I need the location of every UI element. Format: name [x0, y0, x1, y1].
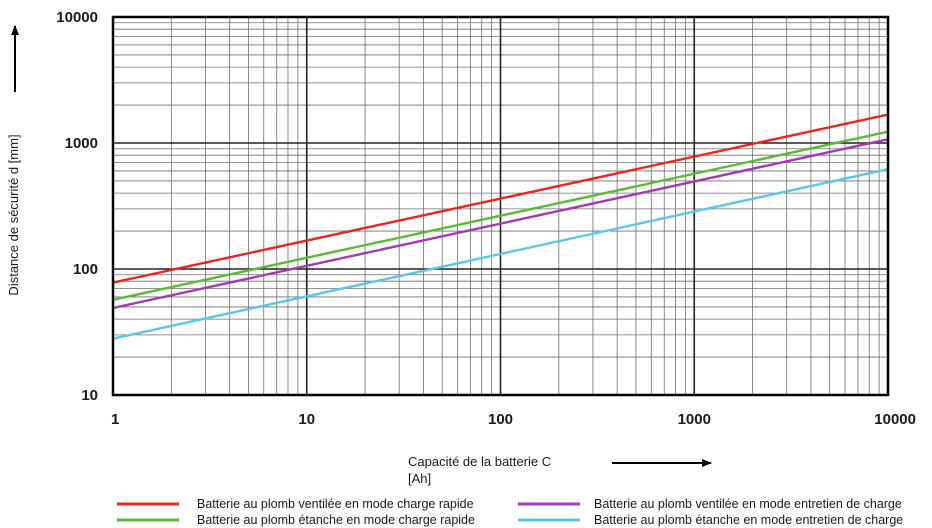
series-line: [112, 130, 889, 301]
series-line: [112, 168, 889, 340]
plot-frame: [111, 15, 890, 397]
legend-label: Batterie au plomb étanche en mode entret…: [594, 513, 903, 527]
x-axis-label-line2: [Ah]: [408, 471, 431, 486]
y-tick-label: 1000: [65, 135, 98, 152]
legend: Batterie au plomb ventilée en mode charg…: [117, 497, 903, 527]
x-tick-label: 10000: [874, 411, 916, 428]
x-tick-labels: 1 10 100 1000 10000: [111, 411, 916, 428]
y-tick-labels: 10 100 1000 10000: [56, 9, 98, 404]
series-line: [112, 113, 889, 284]
x-tick-label: 1: [111, 411, 119, 428]
x-tick-label: 100: [488, 411, 513, 428]
legend-label: Batterie au plomb ventilée en mode charg…: [197, 497, 474, 511]
x-axis-label-line1: Capacité de la batterie C: [408, 454, 551, 469]
y-axis-label: Distance de sécurité d [mm]: [6, 134, 21, 295]
legend-label: Batterie au plomb ventilée en mode entre…: [594, 497, 902, 511]
series-lines: [112, 113, 889, 340]
y-tick-label: 10: [81, 387, 98, 404]
series-line: [112, 138, 889, 310]
y-tick-label: 10000: [56, 9, 98, 26]
legend-label: Batterie au plomb étanche en mode charge…: [197, 513, 475, 527]
x-tick-label: 10: [298, 411, 315, 428]
y-tick-label: 100: [73, 261, 98, 278]
x-tick-label: 1000: [678, 411, 711, 428]
